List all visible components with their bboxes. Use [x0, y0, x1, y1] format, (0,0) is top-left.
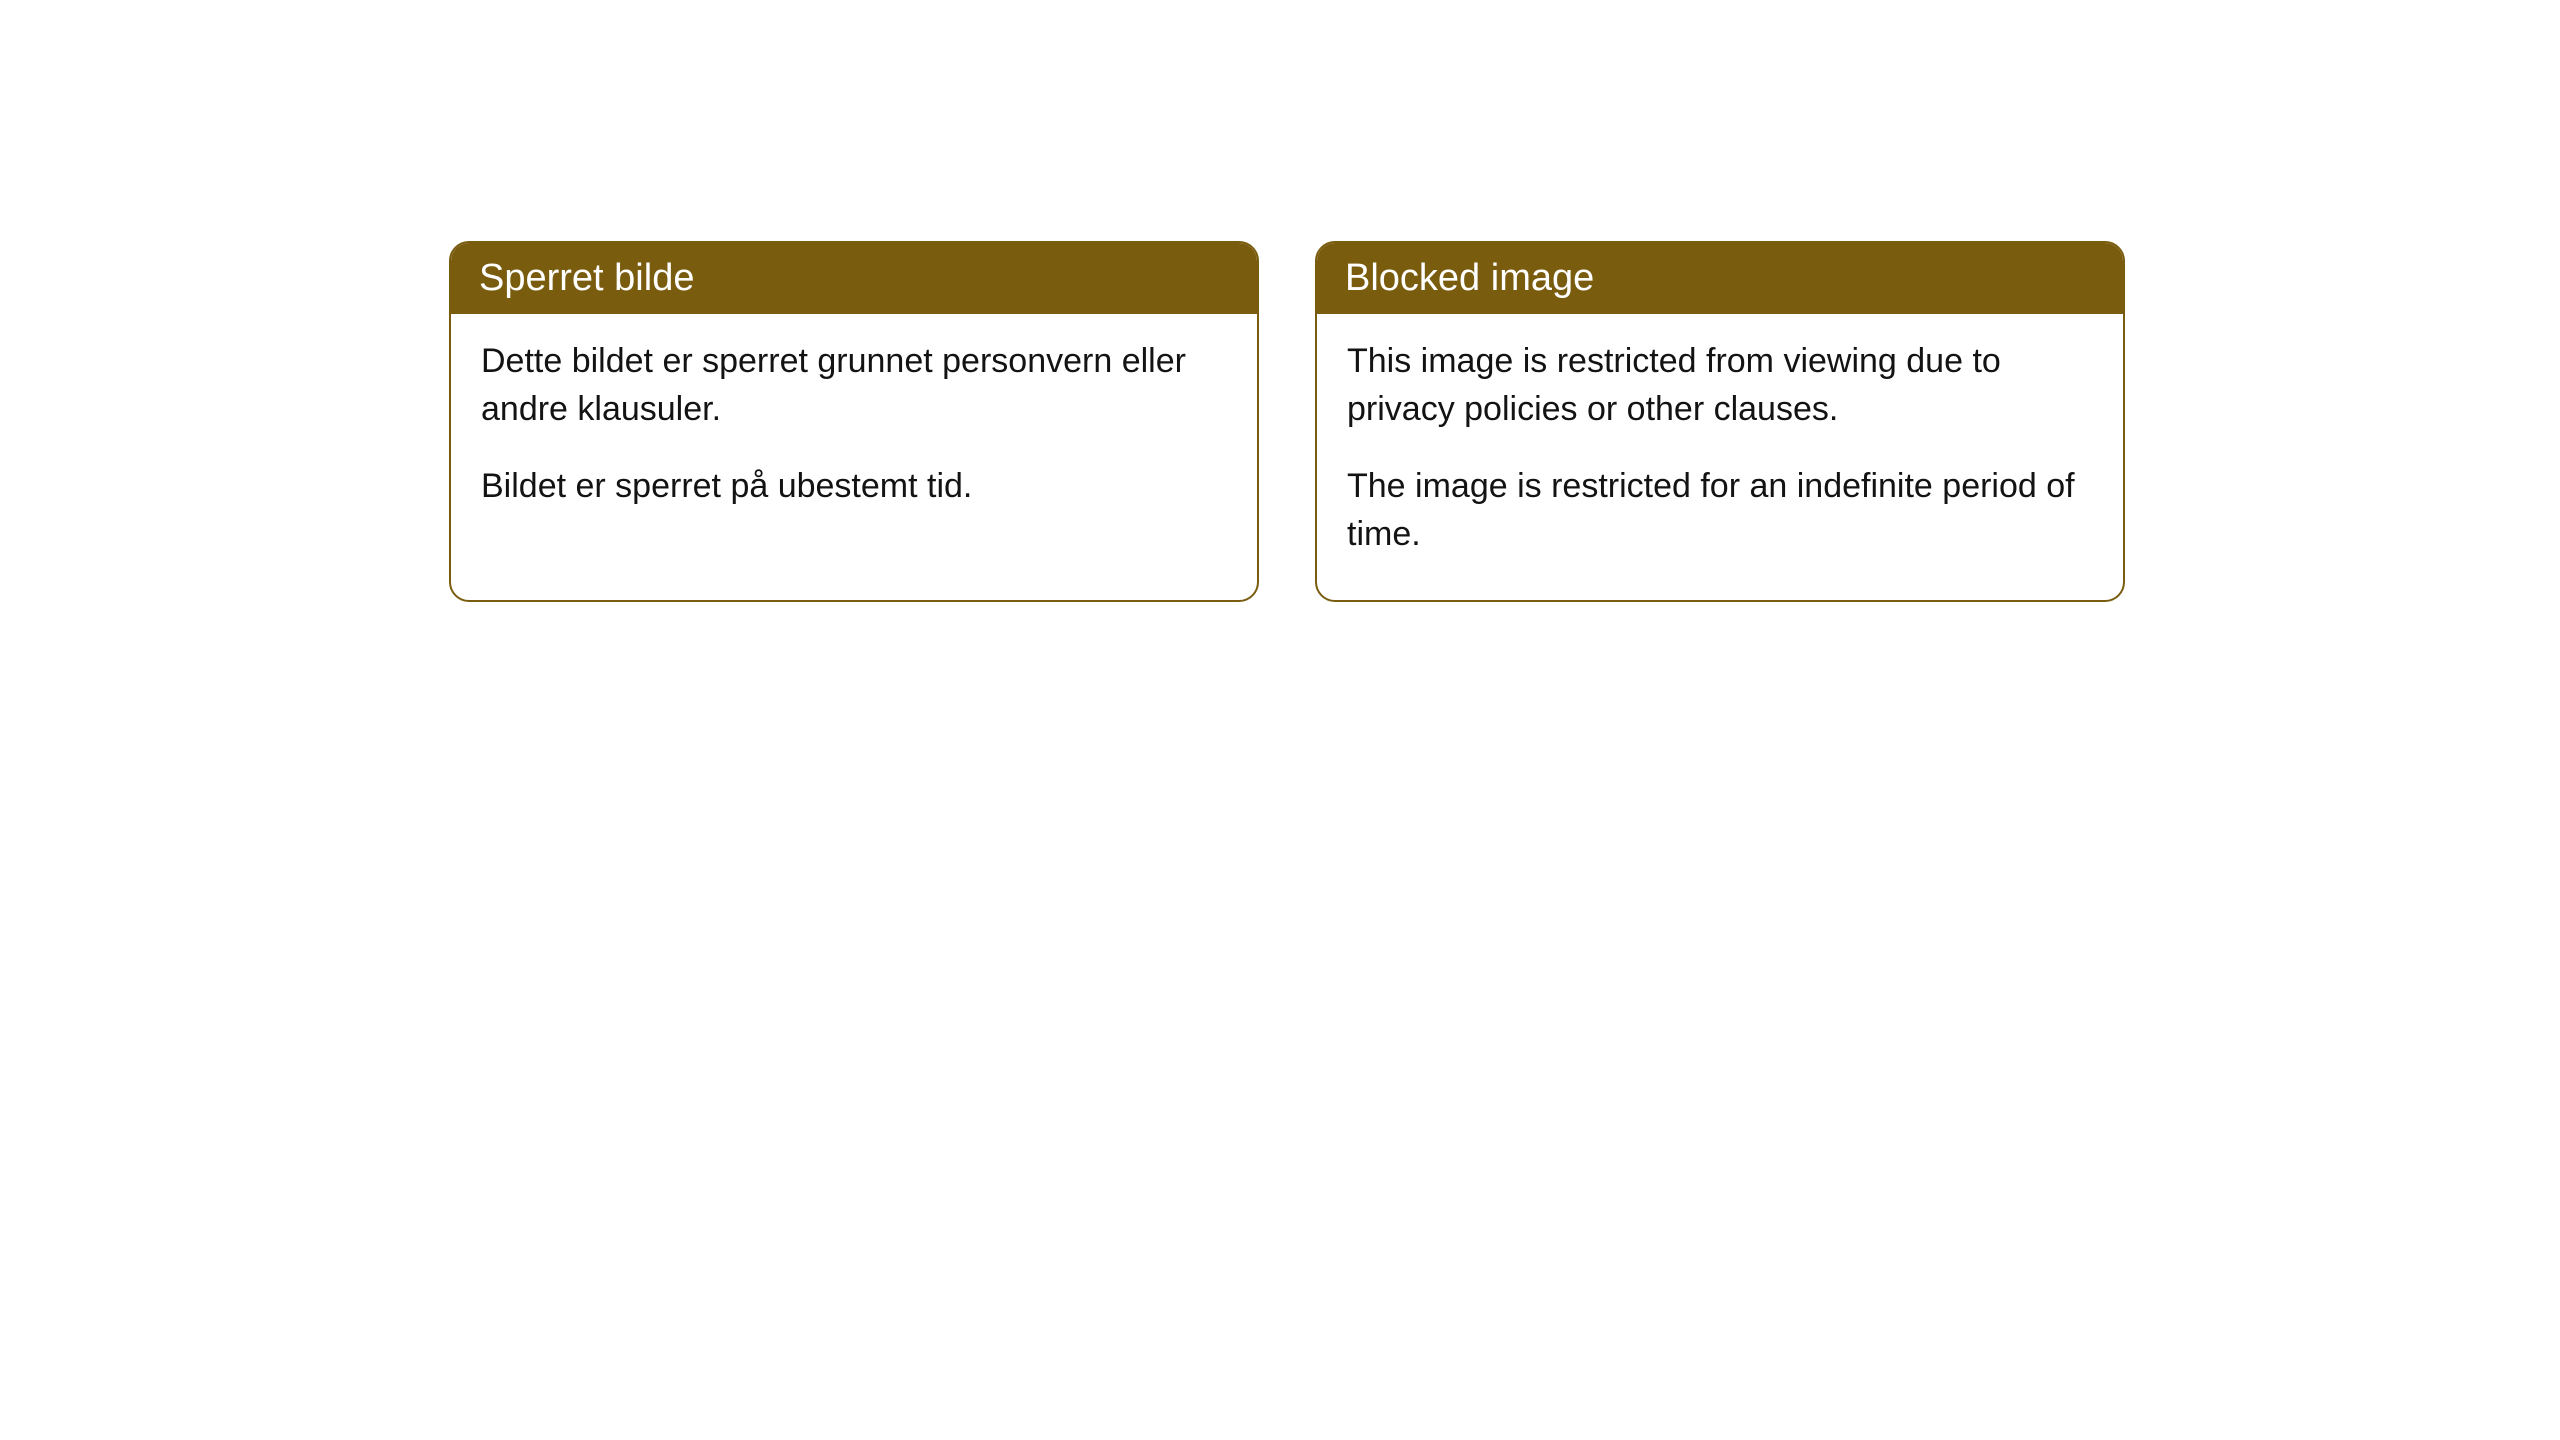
- card-paragraph-2: The image is restricted for an indefinit…: [1347, 463, 2093, 558]
- cards-container: Sperret bilde Dette bildet er sperret gr…: [449, 241, 2125, 602]
- card-header: Sperret bilde: [451, 243, 1257, 314]
- card-body: Dette bildet er sperret grunnet personve…: [451, 314, 1257, 553]
- blocked-image-card-english: Blocked image This image is restricted f…: [1315, 241, 2125, 602]
- card-body: This image is restricted from viewing du…: [1317, 314, 2123, 600]
- card-paragraph-2: Bildet er sperret på ubestemt tid.: [481, 463, 1227, 511]
- card-paragraph-1: This image is restricted from viewing du…: [1347, 338, 2093, 433]
- blocked-image-card-norwegian: Sperret bilde Dette bildet er sperret gr…: [449, 241, 1259, 602]
- card-title: Blocked image: [1345, 257, 1594, 299]
- card-paragraph-1: Dette bildet er sperret grunnet personve…: [481, 338, 1227, 433]
- card-title: Sperret bilde: [479, 257, 694, 299]
- card-header: Blocked image: [1317, 243, 2123, 314]
